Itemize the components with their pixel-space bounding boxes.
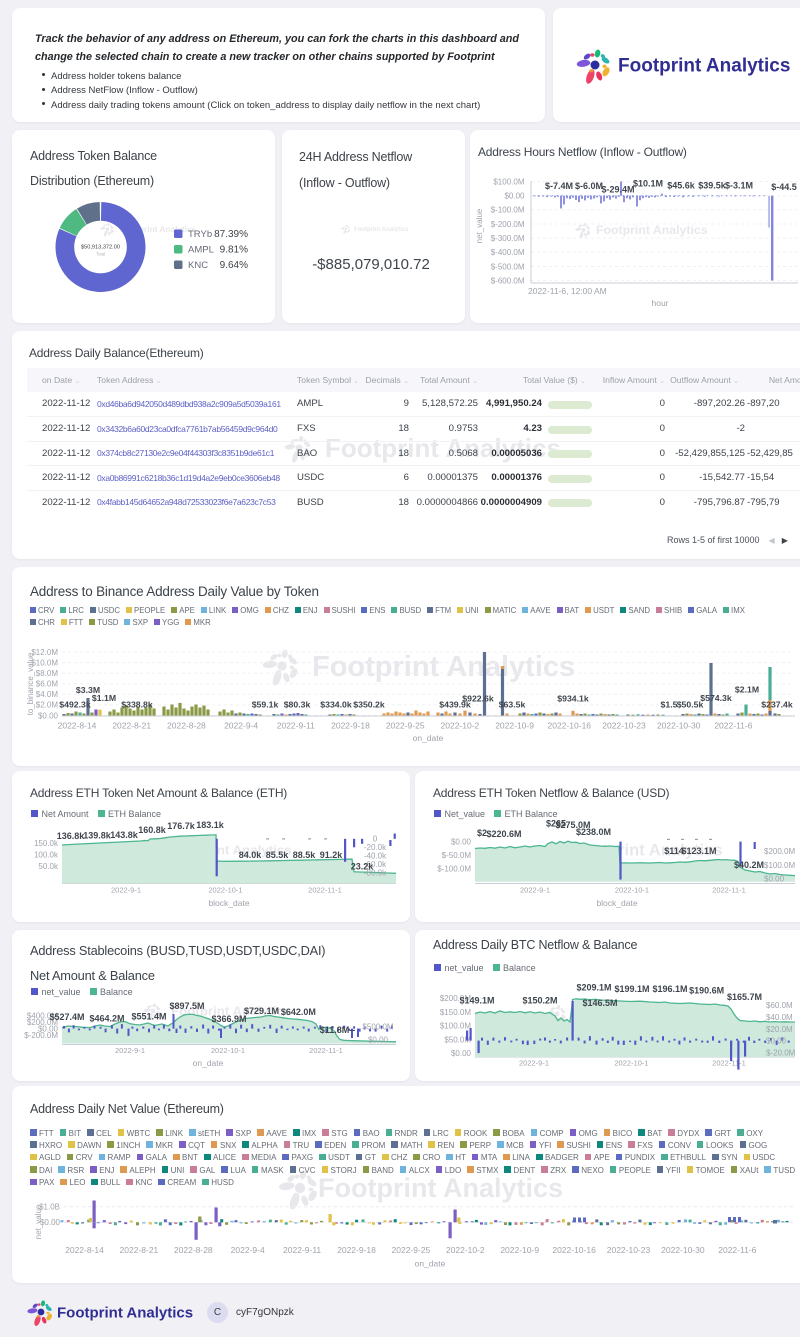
svg-text:Footprint Analytics: Footprint Analytics bbox=[57, 1305, 193, 1322]
